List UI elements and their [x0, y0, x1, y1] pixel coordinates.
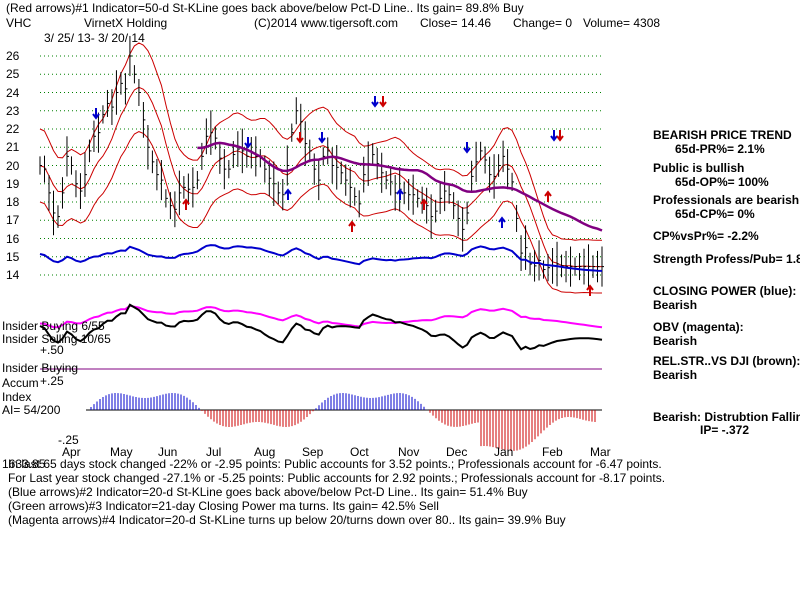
y-tick-label: 26: [6, 49, 20, 63]
down-arrow: [550, 130, 558, 142]
x-tick-label: Jan: [494, 445, 514, 459]
y-tick-label: 15: [6, 249, 20, 264]
change-value: Change= 0: [513, 16, 573, 30]
company-name: VirnetX Holding: [84, 16, 168, 30]
x-tick-label: Dec: [446, 445, 468, 459]
relstr-value: Bearish: [653, 368, 698, 382]
footer-line5: (Magenta arrows)#4 Indicator=20-d St-KLi…: [8, 513, 566, 527]
down-arrow: [296, 132, 304, 144]
obv-line: [39, 304, 603, 329]
footer-overlap: 1633.85: [2, 457, 46, 471]
closing-power-label: CLOSING POWER (blue):: [653, 284, 797, 298]
x-tick-label: Nov: [398, 445, 420, 459]
y-tick-label: 25: [6, 67, 20, 82]
down-arrow: [318, 132, 326, 144]
plus25-label: +.25: [40, 374, 64, 388]
obv-label: OBV (magenta):: [653, 320, 744, 334]
up-arrow: [182, 198, 190, 210]
down-arrow: [371, 96, 379, 108]
moving-average-line: [197, 141, 603, 232]
trend-title: BEARISH PRICE TREND: [653, 128, 792, 142]
up-arrow: [420, 198, 428, 210]
y-tick-label: 17: [6, 213, 20, 228]
obv-value: Bearish: [653, 334, 698, 348]
up-arrow: [284, 188, 292, 200]
footer-line2: For Last year stock changed -27.1% or -5…: [8, 471, 666, 485]
indicator-lines: [39, 244, 603, 370]
ai-value: AI= 54/200: [2, 403, 61, 417]
x-tick-label: Apr: [62, 445, 81, 459]
up-arrow: [348, 220, 356, 232]
closing-power-line: [39, 244, 603, 272]
x-tick-label: Jul: [206, 445, 222, 459]
header-line1: (Red arrows)#1 Indicator=50-d St-KLine g…: [6, 1, 524, 15]
y-tick-label: 21: [6, 140, 20, 155]
ma-65-line: [197, 141, 603, 232]
price-gridlines: [40, 55, 602, 276]
public-status: Public is bullish: [653, 161, 745, 175]
x-tick-label: Sep: [302, 445, 324, 459]
date-range: 3/ 25/ 13- 3/ 20/ 14: [44, 31, 145, 45]
y-tick-label: 20: [6, 158, 20, 173]
up-arrow: [396, 188, 404, 200]
upper-band: [39, 42, 602, 241]
footer-line3: (Blue arrows)#2 Indicator=20-d St-KLine …: [8, 485, 528, 499]
pr-value: 65d-PR%= 2.1%: [675, 142, 765, 156]
up-arrow: [498, 216, 506, 228]
y-tick-label: 18: [6, 195, 20, 209]
relstr-line: [39, 303, 603, 351]
x-tick-label: Mar: [590, 445, 611, 459]
y-tick-label: 22: [6, 122, 20, 136]
middle-band: [39, 86, 602, 268]
source: (C)2014 www.tigersoft.com: [254, 16, 399, 30]
y-tick-label: 16: [6, 231, 20, 246]
relstr-label: REL.STR..VS DJI (brown):: [653, 354, 800, 368]
insider-buying: Insider Buying: [2, 361, 79, 375]
cpvspr-value: CP%vsPr%= -2.2%: [653, 229, 759, 243]
footer-line1: In last 65 days stock changed -22% or -2…: [8, 457, 662, 471]
down-arrow: [379, 96, 387, 108]
x-tick-label: May: [110, 445, 133, 459]
strength-value: Strength Profess/Pub= 1.8: [653, 252, 800, 266]
price-bars: [39, 35, 604, 289]
ip-value: IP= -.372: [700, 423, 750, 437]
down-arrow: [92, 108, 100, 120]
op-value: 65d-OP%= 100%: [675, 175, 769, 189]
up-arrow: [544, 190, 552, 202]
down-arrow: [244, 137, 252, 149]
lower-band: [39, 131, 602, 294]
insider-selling-pct: Insider Selling 10/65: [2, 332, 111, 346]
close-value: Close= 14.46: [420, 16, 492, 30]
closing-power-value: Bearish: [653, 298, 698, 312]
cp-value: 65d-CP%= 0%: [675, 207, 755, 221]
ticker: VHC: [6, 16, 32, 30]
y-tick-label: 19: [6, 176, 20, 191]
footer-line4: (Green arrows)#3 Indicator=21-day Closin…: [8, 499, 439, 513]
insider-buying-pct: Insider Buying 6/55: [2, 319, 105, 333]
signal-arrows: [92, 96, 594, 296]
x-tick-label: Aug: [254, 445, 276, 459]
down-arrow: [556, 130, 564, 142]
distribution-status: Bearish: Distrubtion Falling: [653, 410, 800, 424]
accum-index-label: Accum Index: [2, 376, 39, 404]
x-tick-label: Oct: [350, 445, 369, 459]
y-tick-label: 24: [6, 85, 20, 100]
minus25-label: -.25: [58, 433, 79, 447]
plus50-label: +.50: [40, 343, 64, 357]
price-bands: [39, 42, 602, 294]
professionals-status: Professionals are bearish: [653, 193, 800, 207]
accum-index-bars: [86, 393, 602, 451]
volume-value: Volume= 4308: [583, 16, 661, 30]
x-tick-label: Feb: [542, 445, 563, 459]
up-arrow: [586, 284, 594, 296]
accum-index: Accum Index: [2, 376, 42, 404]
x-tick-label: Jun: [158, 445, 178, 459]
y-tick-label: 23: [6, 103, 20, 118]
down-arrow: [463, 142, 471, 154]
y-tick-label: 14: [6, 268, 20, 282]
